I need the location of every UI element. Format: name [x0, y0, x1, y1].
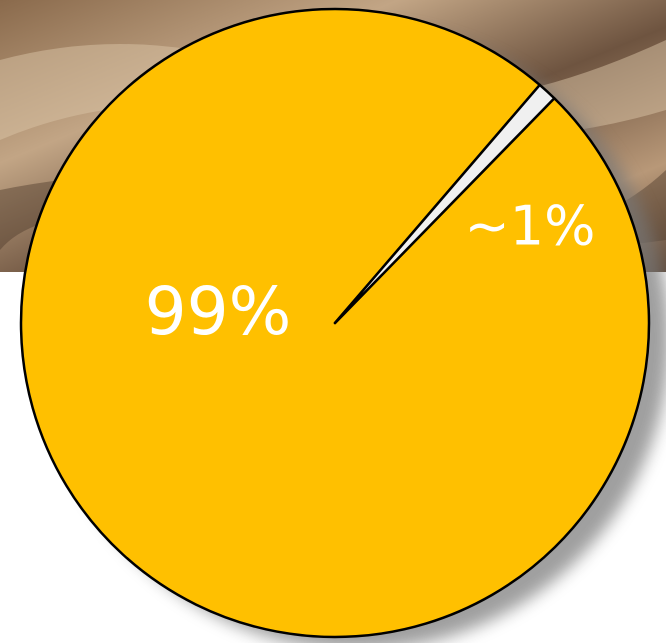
slice-label: 99%	[145, 273, 292, 350]
slice-label: ~1%	[465, 195, 596, 258]
pie-slice	[333, 83, 556, 325]
pie: 99% ~1%	[19, 7, 651, 639]
